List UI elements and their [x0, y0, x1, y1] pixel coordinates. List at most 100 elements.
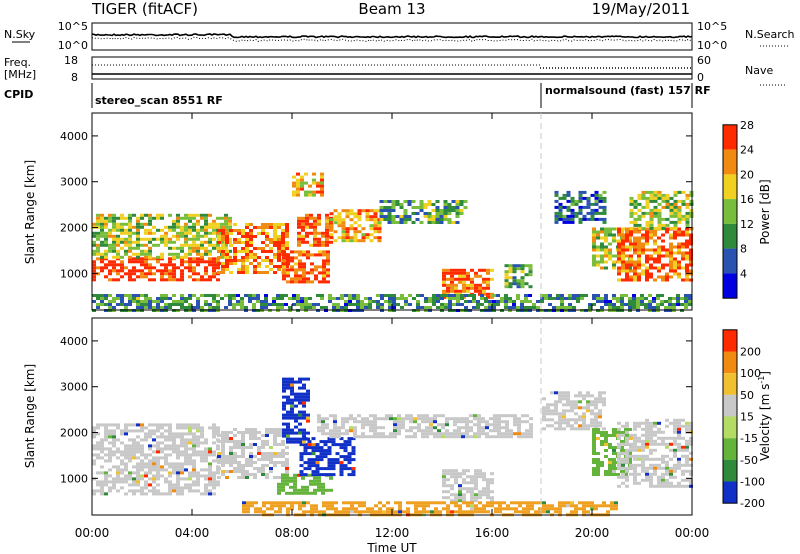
heatmap-cell	[160, 275, 164, 279]
heatmap-cell	[347, 455, 352, 459]
heatmap-cell	[629, 208, 634, 212]
heatmap-cell	[641, 269, 645, 273]
heatmap-cell	[373, 212, 378, 216]
heatmap-cell	[462, 271, 466, 275]
heatmap-cell	[498, 504, 502, 508]
heatmap-cell	[212, 294, 216, 297]
heatmap-cell	[176, 231, 180, 235]
heatmap-cell	[508, 264, 513, 268]
heatmap-cell	[673, 466, 677, 470]
heatmap-cell	[100, 483, 104, 487]
heatmap-cell	[204, 492, 208, 496]
heatmap-cell	[461, 432, 465, 436]
heatmap-cell	[249, 434, 253, 437]
heatmap-cell	[180, 243, 184, 247]
heatmap-cell	[148, 249, 152, 253]
heatmap-cell	[302, 262, 306, 266]
heatmap-cell	[112, 450, 116, 454]
heatmap-cell	[558, 397, 562, 401]
heatmap-cell	[582, 424, 586, 428]
heatmap-cell	[612, 428, 616, 431]
heatmap-cell	[388, 306, 392, 309]
heatmap-cell	[144, 480, 148, 484]
heatmap-cell	[336, 303, 340, 306]
heatmap-cell	[281, 235, 285, 238]
heatmap-cell	[586, 424, 590, 428]
heatmap-cell	[411, 221, 416, 224]
heatmap-cell	[558, 391, 562, 395]
heatmap-cell	[264, 294, 268, 297]
heatmap-cell	[224, 222, 228, 226]
heatmap-cell	[676, 297, 680, 300]
heatmap-cell	[433, 426, 437, 430]
heatmap-cell	[685, 463, 689, 467]
heatmap-cell	[116, 243, 120, 247]
heatmap-cell	[486, 504, 490, 508]
heatmap-cell	[212, 483, 216, 487]
heatmap-cell	[621, 242, 625, 246]
heatmap-cell	[156, 447, 160, 451]
heatmap-cell	[353, 230, 358, 234]
heatmap-cell	[184, 234, 188, 238]
heatmap-cell	[653, 472, 657, 476]
heatmap-cell	[188, 471, 192, 475]
heatmap-cell	[100, 465, 104, 469]
heatmap-cell	[353, 420, 357, 424]
heatmap-cell	[292, 193, 296, 197]
heatmap-cell	[685, 266, 689, 270]
heatmap-cell	[140, 429, 144, 433]
heatmap-cell	[641, 196, 646, 200]
heatmap-cell	[600, 297, 604, 300]
heatmap-cell	[228, 222, 232, 226]
heatmap-cell	[617, 427, 621, 431]
heatmap-cell	[685, 223, 690, 227]
heatmap-cell	[290, 416, 294, 420]
heatmap-cell	[188, 486, 192, 490]
heatmap-cell	[136, 246, 140, 250]
heatmap-cell	[228, 255, 232, 259]
heatmap-cell	[681, 478, 685, 482]
heatmap-cell	[506, 507, 510, 511]
heatmap-cell	[337, 435, 341, 439]
heatmap-cell	[273, 476, 277, 479]
heatmap-cell	[242, 504, 246, 508]
heatmap-cell	[586, 427, 590, 431]
heatmap-cell	[403, 200, 408, 203]
heatmap-cell	[108, 219, 112, 223]
heatmap-cell	[681, 202, 686, 206]
heatmap-cell	[653, 205, 658, 209]
heatmap-cell	[653, 433, 657, 437]
heatmap-cell	[578, 394, 582, 398]
heatmap-cell	[136, 240, 140, 244]
heatmap-cell	[100, 234, 104, 238]
heatmap-cell	[120, 429, 124, 433]
heatmap-cell	[168, 480, 172, 484]
heatmap-cell	[224, 225, 228, 229]
heatmap-cell	[184, 216, 188, 220]
heatmap-cell	[652, 297, 656, 300]
heatmap-cell	[269, 461, 273, 464]
heatmap-cell	[381, 426, 385, 430]
heatmap-cell	[685, 257, 689, 261]
heatmap-cell	[225, 470, 229, 473]
heatmap-cell	[120, 303, 124, 306]
heatmap-cell	[629, 230, 633, 234]
heatmap-cell	[665, 436, 669, 440]
heatmap-cell	[369, 239, 374, 243]
heatmap-cell	[237, 470, 241, 473]
heatmap-cell	[447, 212, 452, 215]
heatmap-cell	[180, 468, 184, 472]
heatmap-cell	[188, 306, 192, 309]
heatmap-cell	[120, 269, 124, 273]
heatmap-cell	[112, 465, 116, 469]
heatmap-cell	[604, 294, 608, 297]
heatmap-cell	[685, 202, 690, 206]
heatmap-cell	[100, 438, 104, 442]
heatmap-cell	[389, 435, 393, 439]
heatmap-cell	[600, 440, 604, 443]
heatmap-cell	[586, 205, 591, 209]
heatmap-cell	[625, 475, 629, 479]
heatmap-cell	[339, 437, 344, 441]
heatmap-cell	[365, 435, 369, 439]
